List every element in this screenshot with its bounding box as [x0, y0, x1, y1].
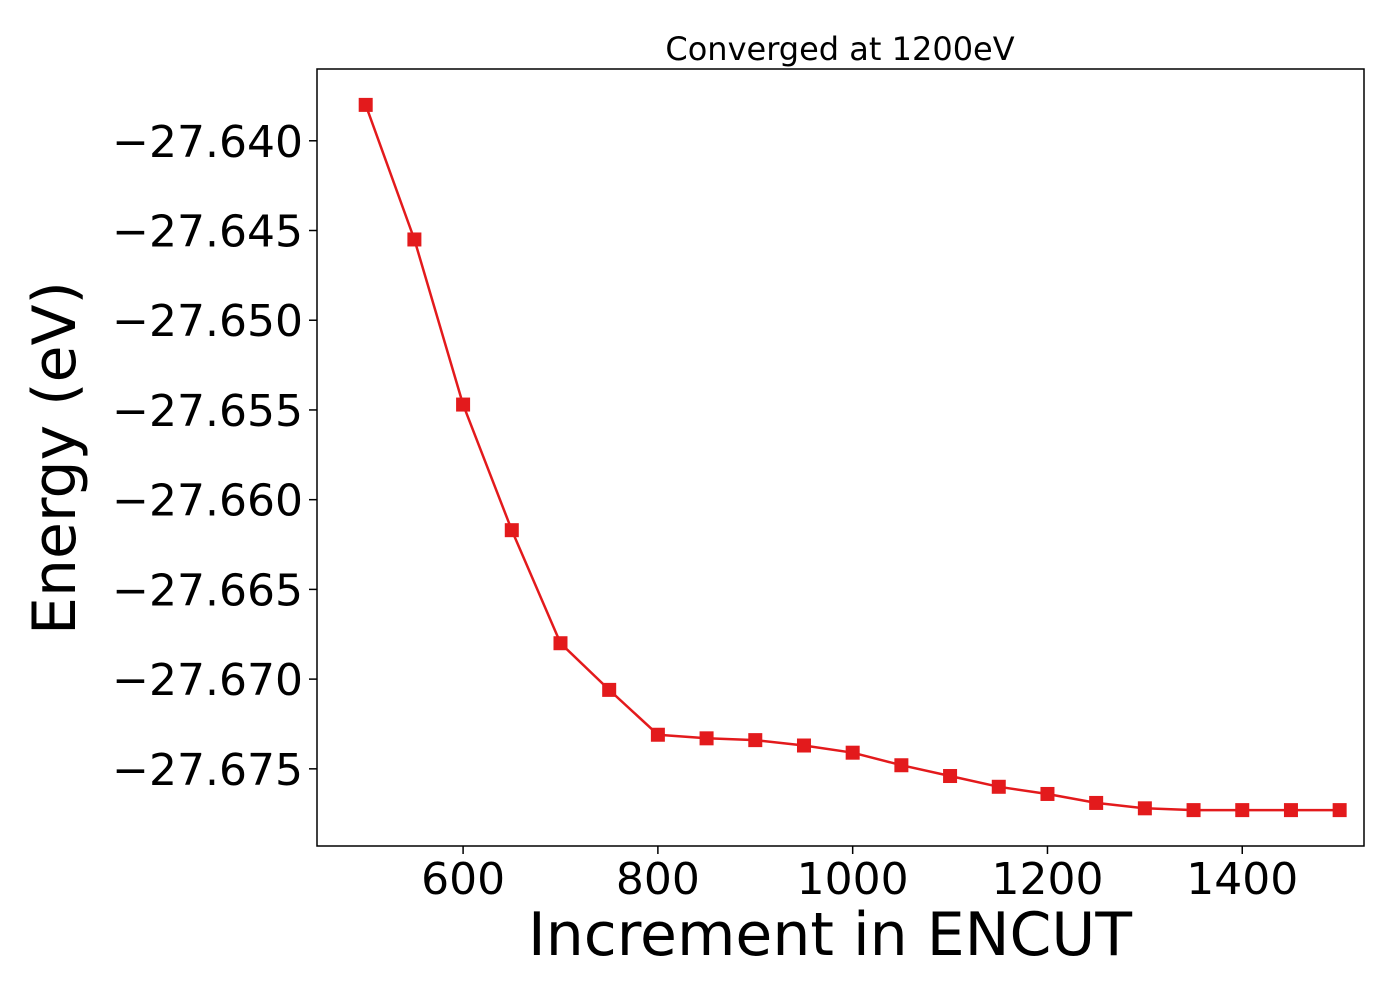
data-point-marker [1089, 795, 1104, 810]
data-point-marker [1137, 801, 1152, 816]
data-point-marker [699, 731, 714, 746]
series-layer [358, 97, 1347, 818]
x-tick-label: 600 [421, 854, 505, 905]
data-point-marker [553, 636, 568, 651]
data-point-marker [650, 727, 665, 742]
y-tick-label: −27.670 [112, 655, 303, 706]
data-point-marker [748, 733, 763, 748]
y-tick-label: −27.650 [112, 296, 303, 347]
y-axis: −27.640 −27.645 −27.650 −27.655 −27.660 −27.6… [112, 117, 317, 796]
data-point-marker [1186, 803, 1201, 818]
y-tick-label: −27.645 [112, 207, 303, 258]
data-point-marker [894, 758, 909, 773]
y-tick-label: −27.660 [112, 476, 303, 527]
data-point-marker [1040, 786, 1055, 801]
y-tick-label: −27.655 [112, 386, 303, 437]
data-point-marker [991, 779, 1006, 794]
plot-area-frame [316, 68, 1365, 847]
data-point-marker [1235, 803, 1250, 818]
data-point-marker [943, 769, 958, 784]
data-point-marker [796, 738, 811, 753]
data-point-marker [456, 397, 471, 412]
chart-title: Converged at 1200eV [665, 30, 1014, 68]
x-tick-label: 800 [616, 854, 700, 905]
y-tick-label: −27.665 [112, 565, 303, 616]
data-point-marker [358, 97, 373, 112]
data-point-marker [1332, 803, 1347, 818]
x-tick-label: 1000 [797, 854, 909, 905]
data-point-marker [1283, 803, 1298, 818]
x-axis-label: Increment in ENCUT [528, 900, 1132, 970]
x-tick-label: 1200 [991, 854, 1103, 905]
y-tick-label: −27.640 [112, 117, 303, 168]
data-point-marker [504, 523, 519, 538]
data-point-marker [845, 745, 860, 760]
y-tick-label: −27.675 [112, 745, 303, 796]
x-axis: 600 800 1000 1200 1400 [421, 846, 1298, 905]
data-point-marker [602, 682, 617, 697]
y-axis-label: Energy (eV) [20, 281, 90, 635]
x-tick-label: 1400 [1186, 854, 1298, 905]
data-point-marker [407, 232, 422, 247]
series-line [364, 104, 1340, 812]
